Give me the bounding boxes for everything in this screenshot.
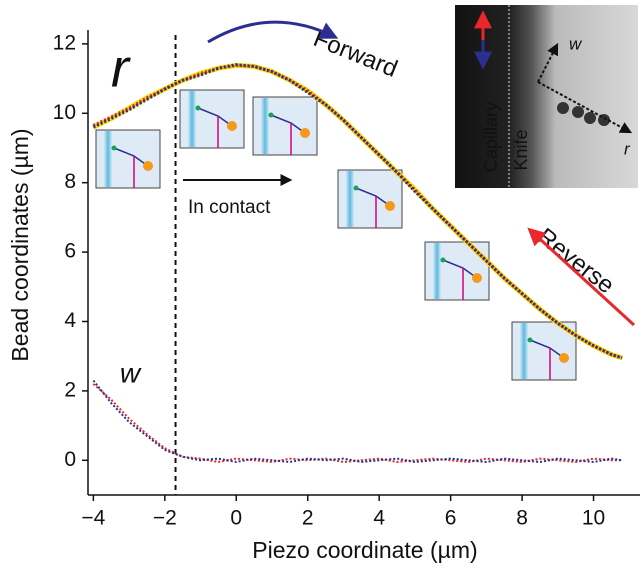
inset-bead xyxy=(572,106,584,118)
y-tick-label: 8 xyxy=(64,170,76,193)
data-line xyxy=(92,383,623,464)
schematic-bead xyxy=(227,121,237,131)
annotation: Forward xyxy=(310,25,402,83)
x-tick-label: 10 xyxy=(582,507,605,530)
schematic-anchor xyxy=(353,185,359,191)
y-tick-label: 6 xyxy=(64,240,76,263)
schematic-bead xyxy=(559,353,569,363)
inset-bead xyxy=(584,112,596,124)
schematic-capillary xyxy=(104,131,112,187)
annotation: w xyxy=(120,357,142,388)
annotation: r xyxy=(111,38,131,98)
y-tick-label: 12 xyxy=(53,31,76,54)
x-tick-label: 0 xyxy=(230,507,242,530)
x-tick-label: −2 xyxy=(153,507,177,530)
schematic-capillary xyxy=(346,171,354,227)
schematic-anchor xyxy=(111,145,117,151)
y-tick-label: 0 xyxy=(64,448,76,471)
data-line xyxy=(92,63,623,360)
annotation: Reverse xyxy=(532,223,619,299)
inset-axis-w xyxy=(537,42,559,83)
inset-image xyxy=(455,5,638,188)
y-axis-label: Bead coordinates (µm) xyxy=(7,128,33,361)
schematic-bead xyxy=(300,128,310,138)
schematic-capillary xyxy=(520,323,528,379)
schematic-anchor xyxy=(440,257,446,263)
y-tick-label: 2 xyxy=(64,378,76,401)
data-line xyxy=(92,379,623,464)
y-tick-label: 4 xyxy=(64,309,76,332)
schematic-capillary xyxy=(188,91,196,147)
forward-arrow xyxy=(207,20,339,44)
x-tick-label: −4 xyxy=(81,507,105,530)
x-tick-label: 8 xyxy=(516,507,528,530)
reverse-arrow xyxy=(527,227,636,327)
schematic-bead xyxy=(143,161,153,171)
inset: Capillary Knife w r xyxy=(455,5,638,188)
schematic-anchor xyxy=(527,337,533,343)
schematic-anchor xyxy=(268,112,274,118)
schematic-anchor xyxy=(195,105,201,111)
x-tick-label: 4 xyxy=(373,507,385,530)
x-tick-label: 6 xyxy=(445,507,457,530)
inset-bead xyxy=(557,102,569,114)
x-axis-label: Piezo coordinate (µm) xyxy=(252,537,477,563)
inset-label: w xyxy=(569,34,583,53)
inset-axis-r xyxy=(537,81,633,134)
annotation: In contact xyxy=(188,197,271,218)
schematic-bead xyxy=(472,273,482,283)
schematic-bead xyxy=(385,201,395,211)
inset-label: Knife xyxy=(511,129,531,170)
x-tick-label: 2 xyxy=(302,507,314,530)
inset-label: r xyxy=(624,139,631,158)
schematic-capillary xyxy=(261,98,269,154)
y-tick-label: 10 xyxy=(53,101,76,124)
inset-label: Capillary xyxy=(481,102,501,172)
schematic-capillary xyxy=(433,243,441,299)
